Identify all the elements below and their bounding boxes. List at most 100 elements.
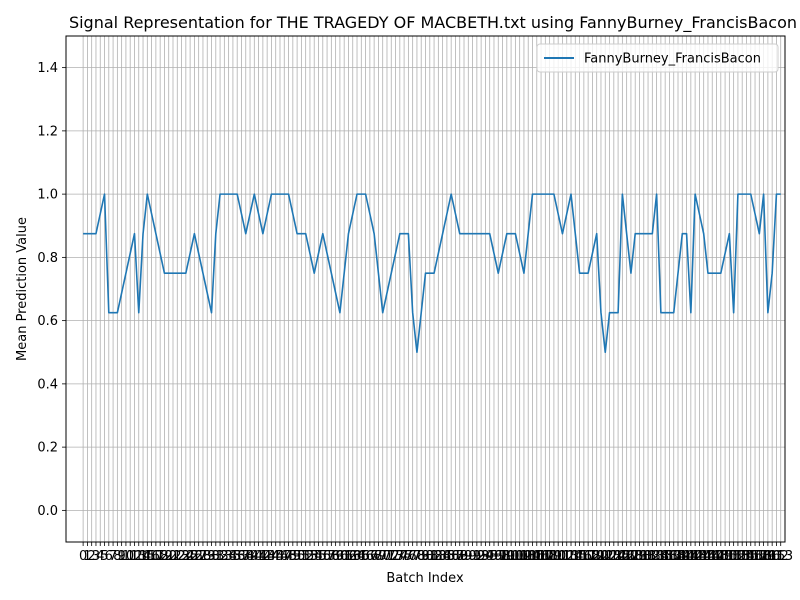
x-tick-label: 78: [409, 549, 426, 564]
x-tick-label: 44: [263, 549, 280, 564]
x-tick-label: 12: [126, 549, 143, 564]
x-tick-label: 101: [503, 549, 528, 564]
x-tick-label: 111: [546, 549, 571, 564]
x-tick-label: 98: [494, 549, 511, 564]
x-tick-label: 17: [148, 549, 165, 564]
x-tick-label: 63: [344, 549, 361, 564]
legend: FannyBurney_FrancisBacon: [536, 43, 779, 73]
x-tick-label: 89: [456, 549, 473, 564]
x-tick-label: 30: [203, 549, 220, 564]
x-tick-label: 84: [434, 549, 451, 564]
x-tick-label: 2: [88, 549, 96, 564]
x-tick-label: 64: [349, 549, 366, 564]
x-tick-label: 83: [430, 549, 447, 564]
x-tick-label: 148: [704, 549, 729, 564]
x-tick-label: 99: [499, 549, 516, 564]
x-tick-label: 36: [229, 549, 246, 564]
x-tick-label: 69: [370, 549, 387, 564]
x-tick-label: 35: [225, 549, 242, 564]
legend-box: [536, 43, 779, 73]
x-tick-label: 75: [396, 549, 413, 564]
x-tick-label: 114: [559, 549, 584, 564]
x-tick-label: 142: [678, 549, 703, 564]
x-tick-label: 147: [700, 549, 725, 564]
x-tick-label: 82: [426, 549, 443, 564]
x-tick-label: 104: [516, 549, 541, 564]
y-tick-label: 0.4: [37, 377, 58, 392]
x-tick-label: 155: [734, 549, 759, 564]
x-tick-label: 109: [537, 549, 562, 564]
x-tick-label: 97: [490, 549, 507, 564]
x-tick-label: 106: [524, 549, 549, 564]
x-tick-label: 122: [593, 549, 618, 564]
x-tick-label: 96: [486, 549, 503, 564]
x-tick-label: 132: [636, 549, 661, 564]
x-tick-label: 38: [237, 549, 254, 564]
x-tick-label: 108: [533, 549, 558, 564]
x-tick-label: 31: [208, 549, 225, 564]
x-tick-label: 131: [631, 549, 656, 564]
x-tick-label: 16: [143, 549, 160, 564]
x-tick-label: 143: [683, 549, 708, 564]
x-tick-label: 94: [477, 549, 494, 564]
x-tick-label: 60: [332, 549, 349, 564]
x-tick-label: 116: [567, 549, 592, 564]
x-tick-label: 26: [186, 549, 203, 564]
x-tick-label: 90: [460, 549, 477, 564]
x-tick-label: 130: [627, 549, 652, 564]
x-tick-label: 49: [285, 549, 302, 564]
x-tick-label: 24: [178, 549, 195, 564]
x-tick-label: 129: [623, 549, 648, 564]
x-tick-label: 163: [768, 549, 793, 564]
x-tick-label: 93: [473, 549, 490, 564]
x-tick-label: 80: [417, 549, 434, 564]
x-tick-label: 43: [259, 549, 276, 564]
x-tick-label: 156: [738, 549, 763, 564]
x-tick-label: 71: [379, 549, 396, 564]
x-tick-label: 47: [276, 549, 293, 564]
x-tick-label: 45: [267, 549, 284, 564]
x-tick-label: 33: [216, 549, 233, 564]
x-tick-label: 145: [691, 549, 716, 564]
x-tick-label: 85: [439, 549, 456, 564]
x-tick-label: 100: [499, 549, 524, 564]
x-tick-label: 119: [580, 549, 605, 564]
x-tick-label: 21: [165, 549, 182, 564]
x-tick-label: 13: [130, 549, 147, 564]
y-tick-label: 1.2: [37, 124, 58, 139]
y-tick-label: 0.6: [37, 314, 58, 329]
x-tick-label: 10: [118, 549, 135, 564]
y-tick-label: 1.4: [37, 61, 58, 76]
x-tick-label: 0: [79, 549, 87, 564]
grid: [66, 36, 785, 542]
x-tick-label: 88: [451, 549, 468, 564]
x-tick-label: 124: [601, 549, 626, 564]
x-tick-label: 87: [447, 549, 464, 564]
x-tick-label: 121: [589, 549, 614, 564]
x-tick-label: 5: [100, 549, 108, 564]
x-tick-label: 127: [614, 549, 639, 564]
x-axis-label: Batch Index: [386, 571, 464, 586]
x-tick-label: 22: [169, 549, 186, 564]
x-tick-label: 40: [246, 549, 263, 564]
x-tick-label: 79: [413, 549, 430, 564]
legend-entry-label: FannyBurney_FrancisBacon: [584, 52, 761, 67]
x-tick-label: 77: [404, 549, 421, 564]
x-tick-label: 70: [374, 549, 391, 564]
x-tick-label: 9: [117, 549, 125, 564]
x-tick-label: 41: [250, 549, 267, 564]
x-tick-label: 139: [666, 549, 691, 564]
y-tick-label: 0.2: [37, 441, 58, 456]
x-tick-label: 154: [730, 549, 755, 564]
x-tick-label: 56: [315, 549, 332, 564]
x-tick-label: 27: [190, 549, 207, 564]
x-tick-label: 81: [422, 549, 439, 564]
x-tick-label: 67: [362, 549, 379, 564]
x-tick-label: 115: [563, 549, 588, 564]
x-tick-label: 152: [721, 549, 746, 564]
x-tick-label: 1: [83, 549, 91, 564]
x-tick-label: 159: [751, 549, 776, 564]
x-tick-label: 112: [550, 549, 575, 564]
y-tick-label: 0.8: [37, 251, 58, 266]
